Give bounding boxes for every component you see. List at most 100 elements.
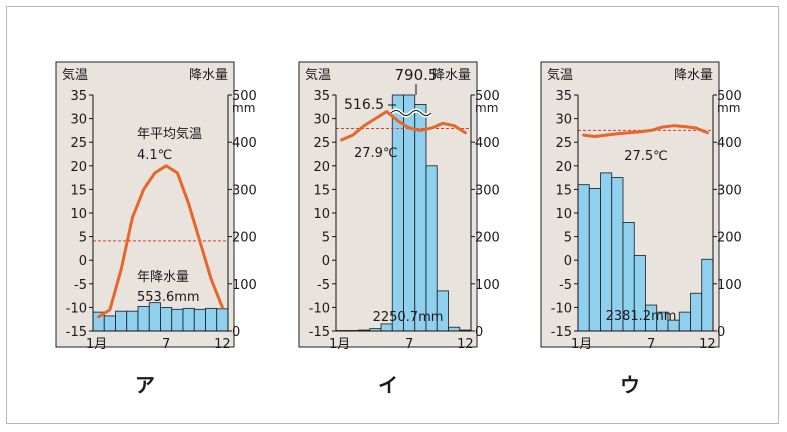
panel-label: イ xyxy=(378,373,398,397)
precip-tick-label: 100 xyxy=(475,278,500,293)
temp-tick-label: 20 xyxy=(313,160,330,175)
july-precip-break-label: 790.5 xyxy=(395,66,438,84)
climate-chart-2: 35302520151050-5-10-155004003002001000mm… xyxy=(299,62,500,397)
temp-tick-label: 25 xyxy=(555,136,572,151)
total-precip-value: 2250.7mm xyxy=(373,310,444,325)
precip-tick-label: 400 xyxy=(717,136,742,151)
precip-tick-label: 100 xyxy=(717,278,742,293)
temperature-axis-title: 気温 xyxy=(547,67,573,83)
mean-temp-value: 27.5℃ xyxy=(624,149,668,164)
month-tick-label: 7 xyxy=(162,337,170,352)
temp-tick-label: 0 xyxy=(564,254,572,269)
precip-bar-m10 xyxy=(194,309,205,331)
temp-tick-label: 0 xyxy=(322,254,330,269)
panel-label: ア xyxy=(135,373,155,397)
temp-tick-label: 10 xyxy=(313,207,330,222)
precip-tick-label: 200 xyxy=(232,231,257,246)
month-tick-label: 12 xyxy=(214,337,231,352)
precip-bar-m5 xyxy=(138,306,149,331)
temp-tick-label: 0 xyxy=(79,254,87,269)
precip-bar-m4 xyxy=(127,311,138,331)
temp-tick-label: 35 xyxy=(313,89,330,104)
precip-tick-label: 200 xyxy=(717,231,742,246)
total-precip-value: 2381.2mm xyxy=(606,309,677,324)
precip-unit-label: mm xyxy=(232,101,255,115)
precip-bar-m2 xyxy=(104,316,115,331)
climate-chart-1: 35 30 25 20 15 10 5 0 -5 -10 -15 500 400 300 200 100 0 mm… xyxy=(56,62,257,397)
temp-tick-label: 20 xyxy=(70,160,87,175)
temp-tick-label: 15 xyxy=(555,183,572,198)
temperature-axis-title: 気温 xyxy=(62,67,88,83)
month-tick-label: 7 xyxy=(647,337,655,352)
precip-bar-m6 xyxy=(392,95,403,331)
temp-tick-label: 20 xyxy=(555,160,572,175)
precip-tick-label: 300 xyxy=(475,183,500,198)
precip-bar-m4 xyxy=(612,178,623,331)
precipitation-axis-title: 降水量 xyxy=(189,68,228,83)
precip-bar-m3 xyxy=(116,311,127,331)
mean-temp-value: 4.1℃ xyxy=(137,148,172,163)
month-tick-label: 7 xyxy=(405,337,413,352)
temp-tick-label: -5 xyxy=(559,278,572,293)
precip-bar-m12 xyxy=(702,259,713,331)
total-precip-label: 年降水量 xyxy=(137,270,189,285)
temp-tick-label: 25 xyxy=(313,136,330,151)
temp-tick-label: -5 xyxy=(317,278,330,293)
temp-tick-label: -5 xyxy=(74,278,87,293)
precip-bar-m1 xyxy=(578,185,589,331)
precip-bar-m3 xyxy=(601,173,612,331)
precip-bar-m11 xyxy=(449,327,460,331)
precip-bar-m9 xyxy=(183,308,194,331)
precip-tick-label: 0 xyxy=(475,325,483,340)
temp-tick-label: 15 xyxy=(70,183,87,198)
precip-tick-label: 300 xyxy=(717,183,742,198)
precipitation-axis-title: 降水量 xyxy=(674,68,713,83)
temp-tick-label: -15 xyxy=(551,325,572,340)
precip-tick-label: 300 xyxy=(232,183,257,198)
temp-tick-label: 25 xyxy=(70,136,87,151)
precip-bar-m11 xyxy=(206,308,217,331)
precip-bar-m10 xyxy=(679,312,690,331)
total-precip-value: 553.6mm xyxy=(137,290,200,305)
temp-tick-label: 10 xyxy=(555,207,572,222)
precip-bar-m7 xyxy=(161,307,172,331)
precip-bar-m2 xyxy=(589,188,600,331)
temp-tick-label: 35 xyxy=(555,89,572,104)
temperature-axis-title: 気温 xyxy=(305,67,331,83)
precipitation-axis-title: 降水量 xyxy=(432,68,471,83)
temp-tick-label: -15 xyxy=(309,325,330,340)
panel-label: ウ xyxy=(620,373,640,397)
precip-tick-label: 0 xyxy=(717,325,725,340)
month-tick-label: 1月 xyxy=(86,337,107,352)
temp-tick-label: -10 xyxy=(66,301,87,316)
precip-tick-label: 200 xyxy=(475,231,500,246)
precip-bar-m8 xyxy=(415,104,426,331)
climate-chart-3: 35 30 25 20 15 10 5 0 -5 -10 -15 500 400 300 200 100 0 mm… xyxy=(541,62,742,397)
precip-tick-label: 400 xyxy=(475,136,500,151)
mean-temp-label: 年平均気温 xyxy=(137,126,202,142)
temp-tick-label: 15 xyxy=(313,183,330,198)
precip-bar-m6 xyxy=(149,303,160,331)
precip-tick-label: 400 xyxy=(232,136,257,151)
temp-tick-label: -15 xyxy=(66,325,87,340)
temp-tick-label: 5 xyxy=(79,231,87,246)
precip-tick-label: 0 xyxy=(232,325,240,340)
precip-unit-label: mm xyxy=(717,101,740,115)
month-tick-label: 1月 xyxy=(571,337,592,352)
temp-tick-label: -10 xyxy=(551,301,572,316)
precip-bar-m11 xyxy=(691,293,702,331)
temp-tick-label: 35 xyxy=(70,89,87,104)
june-precip-break-label: 516.5 xyxy=(344,97,384,113)
temp-tick-label: 5 xyxy=(564,231,572,246)
temp-tick-label: 30 xyxy=(555,113,572,128)
mean-temp-value: 27.9℃ xyxy=(354,146,398,161)
temp-tick-label: 10 xyxy=(70,207,87,222)
temp-tick-label: -10 xyxy=(309,301,330,316)
month-tick-label: 12 xyxy=(457,337,474,352)
temp-tick-label: 30 xyxy=(70,113,87,128)
precip-bar-m12 xyxy=(217,309,228,331)
precip-unit-label: mm xyxy=(475,101,498,115)
temp-tick-label: 5 xyxy=(322,231,330,246)
precip-tick-label: 100 xyxy=(232,278,257,293)
